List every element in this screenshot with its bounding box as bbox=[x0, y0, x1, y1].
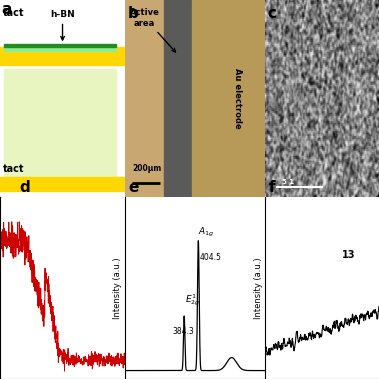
Bar bbox=[4, 44, 116, 47]
Y-axis label: Intensity (a.u.): Intensity (a.u.) bbox=[113, 257, 122, 319]
Bar bbox=[0, 47, 125, 65]
Text: h-BN: h-BN bbox=[50, 10, 75, 40]
Text: 5 1: 5 1 bbox=[282, 179, 294, 185]
Text: Active
area: Active area bbox=[130, 8, 175, 52]
Text: a: a bbox=[1, 2, 12, 17]
Text: $E^1_{2g}$: $E^1_{2g}$ bbox=[185, 292, 200, 307]
Bar bbox=[164, 0, 193, 197]
Text: e: e bbox=[129, 180, 139, 195]
Bar bbox=[4, 69, 116, 177]
Text: f: f bbox=[269, 180, 276, 195]
Y-axis label: Intensity (a.u.): Intensity (a.u.) bbox=[254, 257, 263, 319]
Text: 384.3: 384.3 bbox=[173, 327, 194, 336]
Text: b: b bbox=[128, 6, 139, 21]
Bar bbox=[4, 47, 116, 51]
Text: d: d bbox=[19, 180, 30, 195]
Text: tact: tact bbox=[3, 8, 24, 18]
Text: $A_{1g}$: $A_{1g}$ bbox=[198, 226, 215, 239]
Text: 13: 13 bbox=[342, 249, 356, 260]
Bar bbox=[0, 177, 125, 191]
Text: tact: tact bbox=[3, 164, 24, 174]
Bar bbox=[193, 0, 265, 197]
Text: 404.5: 404.5 bbox=[200, 253, 222, 262]
Text: Au electrode: Au electrode bbox=[233, 68, 242, 129]
Text: 200μm: 200μm bbox=[132, 164, 161, 174]
Text: c: c bbox=[268, 6, 277, 21]
